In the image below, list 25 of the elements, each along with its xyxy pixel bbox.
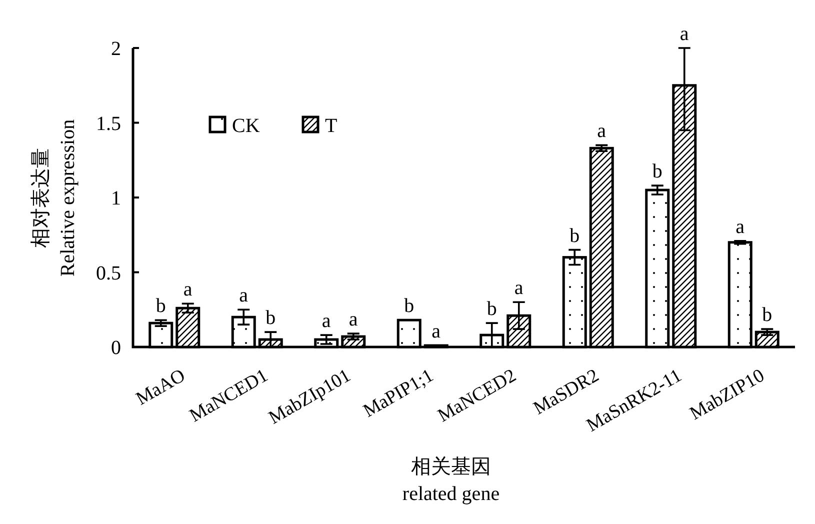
data-label: b bbox=[762, 304, 772, 326]
data-label: a bbox=[239, 284, 248, 307]
y-tick-label: 0.5 bbox=[96, 262, 121, 284]
y-tick-label: 2 bbox=[111, 38, 121, 60]
y-tick-label: 1.5 bbox=[96, 112, 121, 135]
y-tick-label: 0 bbox=[111, 337, 121, 359]
data-label: a bbox=[322, 310, 331, 332]
data-label: b bbox=[156, 295, 166, 318]
x-axis-title: 相关基因 related gene bbox=[402, 456, 500, 505]
data-label: b bbox=[570, 224, 580, 247]
data-label: a bbox=[514, 277, 524, 300]
data-label: b bbox=[404, 295, 414, 318]
data-label: a bbox=[432, 320, 441, 343]
y-tick-label: 1 bbox=[111, 188, 121, 210]
data-label: b bbox=[652, 160, 662, 183]
data-label: a bbox=[680, 23, 689, 45]
data-label: a bbox=[597, 120, 606, 142]
data-label: b bbox=[486, 298, 497, 320]
data-label: a bbox=[348, 308, 358, 331]
y-axis-title: 相对表达量 Relative expression bbox=[30, 119, 79, 277]
data-label: a bbox=[183, 278, 192, 301]
data-label: a bbox=[736, 216, 745, 238]
legend-label: CK bbox=[232, 115, 260, 137]
data-label: b bbox=[266, 307, 276, 330]
legend-label: T bbox=[325, 115, 338, 137]
